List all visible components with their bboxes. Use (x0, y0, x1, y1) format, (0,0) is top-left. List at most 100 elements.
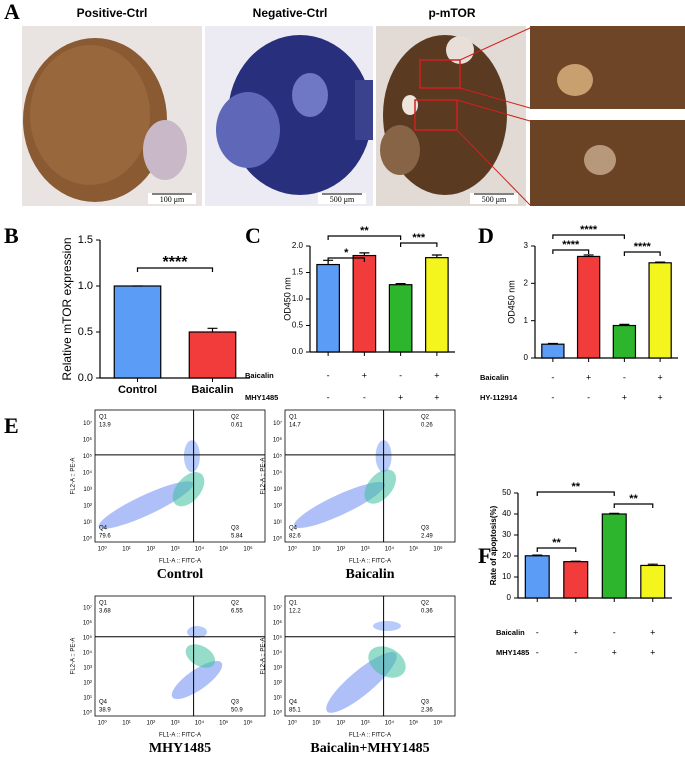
significance-label: ** (571, 481, 580, 493)
x-axis-label: FL1-A :: FITC-A (349, 559, 391, 565)
plot-frame (94, 595, 266, 717)
factor-sign: + (657, 392, 662, 402)
y-tick-label: 10³ (83, 487, 92, 493)
y-tick-label: 10 (502, 572, 511, 581)
y-tick-label: 10² (273, 503, 282, 509)
panel-label: E (4, 413, 19, 438)
y-tick-label: 0.5 (292, 321, 304, 330)
y-tick-label: 10¹ (273, 520, 282, 526)
factor-name: Baicalin (496, 628, 525, 637)
y-tick-label: 10¹ (273, 696, 282, 702)
factor-sign: + (434, 370, 439, 380)
factor-name: HY-112914 (480, 393, 518, 402)
y-tick-label: 10⁶ (273, 436, 283, 443)
factor-name: Baicalin (480, 373, 509, 382)
bar (640, 564, 666, 599)
y-tick-label: 40 (502, 509, 511, 518)
significance-label: **** (562, 239, 580, 251)
bar (601, 513, 627, 599)
plot-caption: Baicalin (345, 567, 394, 582)
y-tick-label: 1 (524, 316, 529, 325)
y-tick-label: 0 (524, 353, 529, 362)
significance-bracket (552, 249, 590, 254)
x-tick-label: 10⁴ (385, 720, 395, 727)
factor-sign: - (399, 370, 402, 380)
x-tick-label: 10¹ (122, 721, 131, 727)
error-bar (207, 327, 218, 332)
quadrant-percent: 6.55 (231, 609, 243, 615)
event-cloud (183, 440, 200, 473)
significance-bracket (613, 503, 654, 508)
quadrant-percent: 3.68 (99, 609, 111, 615)
y-tick-label: 1.0 (78, 280, 93, 292)
y-tick-label: 10⁵ (83, 453, 93, 460)
event-cloud (172, 472, 205, 507)
panel-label: C (245, 223, 261, 248)
quadrant-name: Q1 (99, 415, 108, 421)
significance-bracket (327, 257, 365, 262)
x-tick-label: 10² (337, 721, 346, 727)
y-tick-label: 10⁵ (273, 635, 283, 642)
y-tick-label: 3 (524, 241, 529, 250)
quadrant-percent: 14.7 (289, 423, 301, 429)
y-axis-label: FL2-A :: PE-A (261, 458, 267, 495)
scale-bar-label: 100 μm (160, 195, 185, 204)
y-tick-label: 10² (83, 681, 92, 687)
y-tick-label: 2 (524, 278, 529, 287)
y-axis-label: OD450 nm (282, 277, 292, 321)
x-tick-label: 10⁴ (195, 546, 205, 553)
x-tick-label: 10⁰ (98, 546, 108, 553)
y-tick-label: 10⁶ (273, 620, 283, 627)
event-cloud (98, 481, 194, 529)
factor-sign: - (363, 392, 366, 402)
y-axis-label: FL2-A :: PE-A (71, 638, 77, 675)
y-tick-label: 10³ (273, 487, 282, 493)
image-title: Positive-Ctrl (77, 6, 148, 20)
quadrant-name: Q2 (421, 415, 430, 421)
y-tick-label: 10¹ (83, 520, 92, 526)
event-cloud (364, 469, 397, 504)
y-tick-label: 0 (507, 593, 512, 602)
factor-sign: + (573, 627, 578, 637)
bar (541, 343, 565, 359)
significance-label: ** (629, 493, 638, 505)
significance-label: ** (360, 225, 369, 237)
quadrant-name: Q2 (421, 601, 430, 607)
error-bar (359, 252, 370, 256)
factor-sign: - (551, 372, 554, 382)
significance-label: **** (580, 224, 598, 236)
x-tick-label: 10⁶ (243, 720, 253, 727)
y-tick-label: 20 (502, 551, 511, 560)
x-tick-label: 10⁶ (433, 720, 443, 727)
y-tick-label: 10⁰ (83, 710, 93, 717)
significance-label: **** (163, 254, 189, 271)
quadrant-percent: 0.26 (421, 423, 433, 429)
error-bar (583, 254, 594, 257)
event-cloud (293, 482, 385, 529)
y-tick-label: 0.0 (292, 347, 304, 356)
significance-bracket (623, 251, 661, 256)
quadrant-name: Q1 (99, 601, 108, 607)
quadrant-name: Q3 (231, 700, 240, 706)
x-tick-label: 10⁴ (385, 546, 395, 553)
x-tick-label: Control (118, 384, 157, 396)
panel-label: F (478, 543, 491, 568)
bar (648, 262, 672, 359)
quadrant-percent: 0.61 (231, 423, 243, 429)
factor-sign: - (587, 392, 590, 402)
y-axis-label: Rate of apoptosis(%) (489, 505, 498, 585)
quadrant-name: Q4 (99, 700, 108, 706)
y-axis-label: FL2-A :: PE-A (71, 458, 77, 495)
event-cloud (368, 646, 406, 678)
quadrant-percent: 82.6 (289, 534, 301, 540)
error-bar (431, 254, 442, 258)
significance-bracket (327, 235, 402, 240)
quadrant-percent: 12.2 (289, 609, 301, 615)
x-tick-label: 10³ (171, 721, 180, 727)
x-tick-label: 10³ (361, 547, 370, 553)
y-tick-label: 10³ (83, 666, 92, 672)
significance-label: **** (634, 241, 652, 253)
y-tick-label: 0.0 (78, 372, 93, 384)
y-tick-label: 50 (502, 488, 511, 497)
